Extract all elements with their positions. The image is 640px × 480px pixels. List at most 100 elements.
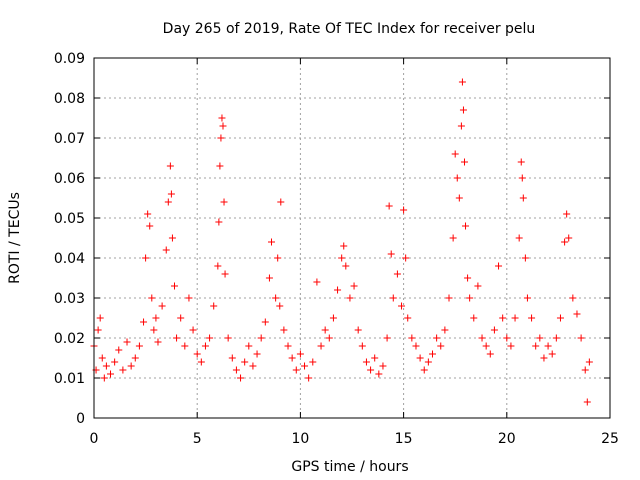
data-point [424, 358, 432, 366]
data-point [416, 354, 424, 362]
data-point [577, 334, 585, 342]
data-point [94, 326, 102, 334]
plot-frame [93, 57, 611, 419]
data-point [459, 106, 467, 114]
data-point [556, 314, 564, 322]
data-point [573, 310, 581, 318]
data-point [334, 286, 342, 294]
x-tick-labels: 0 5 10 15 20 25 [90, 431, 619, 447]
data-point [544, 342, 552, 350]
data-point [569, 294, 577, 302]
data-point [228, 354, 236, 362]
y-axis-label: ROTI / TECUs [7, 192, 23, 284]
data-point [402, 254, 410, 262]
data-point [404, 314, 412, 322]
data-point [131, 354, 139, 362]
x-tick-label: 5 [193, 431, 202, 447]
data-point [428, 350, 436, 358]
data-point [581, 366, 589, 374]
data-point [583, 398, 591, 406]
data-point [167, 190, 175, 198]
data-point [215, 218, 223, 226]
data-point [321, 326, 329, 334]
data-point [565, 234, 573, 242]
data-point [523, 294, 531, 302]
data-point [499, 314, 507, 322]
data-point [219, 122, 227, 130]
data-point [517, 158, 525, 166]
x-tick-label: 25 [601, 431, 619, 447]
data-point [288, 354, 296, 362]
data-point [453, 174, 461, 182]
data-point [511, 314, 519, 322]
y-tick-label: 0.07 [54, 131, 85, 147]
data-point [127, 362, 135, 370]
data-point [284, 342, 292, 350]
data-point [464, 274, 472, 282]
data-point [358, 342, 366, 350]
data-point [249, 362, 257, 370]
data-point [100, 374, 108, 382]
data-point [462, 222, 470, 230]
data-point [478, 334, 486, 342]
data-point [144, 210, 152, 218]
x-tick-label: 20 [498, 431, 516, 447]
y-tick-label: 0.03 [54, 291, 85, 307]
data-point [277, 198, 285, 206]
data-point [170, 282, 178, 290]
data-point [433, 334, 441, 342]
data-point [272, 294, 280, 302]
data-point [532, 342, 540, 350]
y-tick-label: 0.06 [54, 171, 85, 187]
data-point [536, 334, 544, 342]
data-point [168, 234, 176, 242]
data-point [206, 334, 214, 342]
y-tick-label: 0.09 [54, 51, 85, 67]
data-point [102, 362, 110, 370]
data-point [214, 262, 222, 270]
data-point [237, 374, 245, 382]
data-point [224, 334, 232, 342]
data-point [245, 342, 253, 350]
data-point [232, 366, 240, 374]
data-point [503, 334, 511, 342]
data-point [451, 150, 459, 158]
data-point [371, 354, 379, 362]
data-point [379, 362, 387, 370]
data-point [115, 346, 123, 354]
chart-title: Day 265 of 2019, Rate Of TEC Index for r… [163, 21, 536, 37]
data-point [515, 234, 523, 242]
data-point [354, 326, 362, 334]
data-point [470, 314, 478, 322]
data-point [276, 302, 284, 310]
data-point [437, 342, 445, 350]
data-point [162, 246, 170, 254]
data-point [563, 210, 571, 218]
data-point [123, 338, 131, 346]
data-point [367, 366, 375, 374]
data-point [98, 354, 106, 362]
data-point [346, 294, 354, 302]
data-point [210, 302, 218, 310]
data-point [257, 334, 265, 342]
data-point [340, 242, 348, 250]
data-point [350, 282, 358, 290]
data-point [375, 370, 383, 378]
data-point [221, 270, 229, 278]
data-point [449, 234, 457, 242]
data-point [519, 194, 527, 202]
data-point [181, 342, 189, 350]
data-point [482, 342, 490, 350]
data-point [325, 334, 333, 342]
data-point [119, 366, 127, 374]
data-point [164, 198, 172, 206]
data-point [197, 358, 205, 366]
data-point [445, 294, 453, 302]
data-point [518, 174, 526, 182]
data-point [458, 78, 466, 86]
data-point [398, 302, 406, 310]
data-point [220, 198, 228, 206]
data-point [383, 334, 391, 342]
data-point [148, 294, 156, 302]
